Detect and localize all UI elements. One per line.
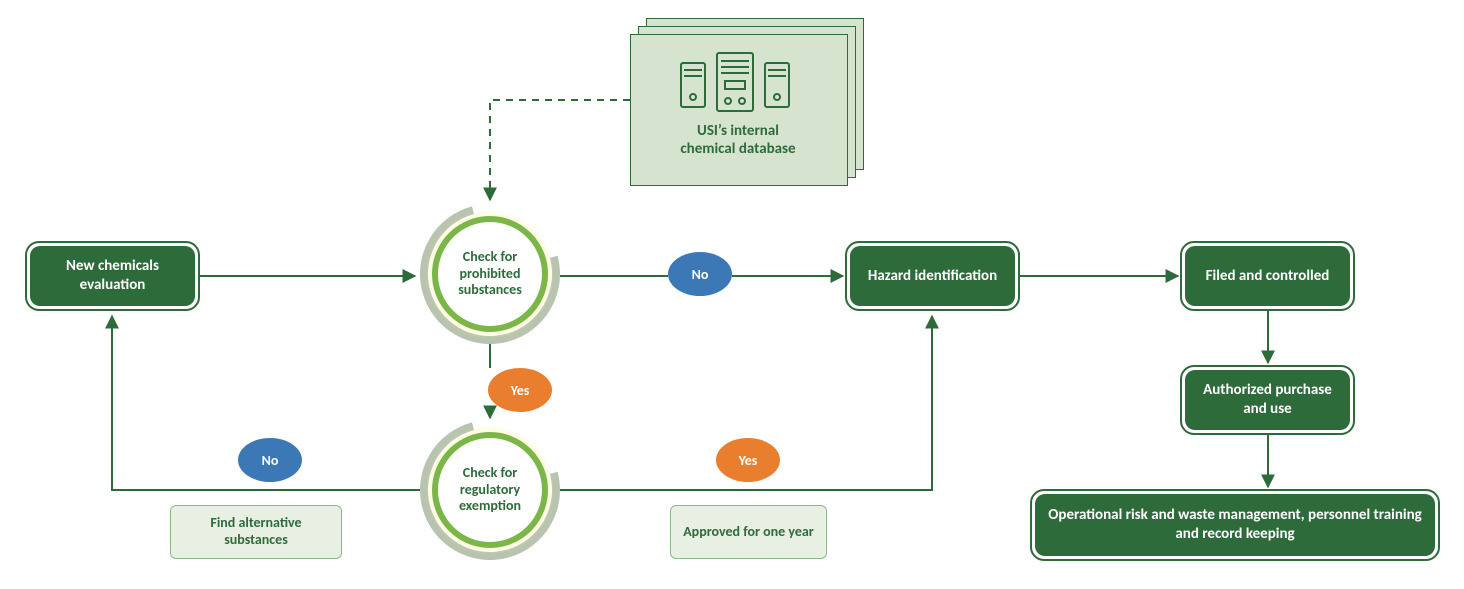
operational-node: Operational risk and waste management, p… xyxy=(1035,494,1435,556)
note-approved: Approved for one year xyxy=(670,505,827,559)
badge-no-top-label: No xyxy=(692,266,709,283)
operational-label: Operational risk and waste management, p… xyxy=(1045,506,1425,544)
database-label-line1: USI’s internal xyxy=(697,122,779,140)
note-find-alternative-label: Find alternative substances xyxy=(181,515,331,549)
database-label: USI’s internal chemical database xyxy=(630,122,846,158)
hazard-id-node: Hazard identification xyxy=(850,246,1015,306)
check-prohibited-node: Check for prohibited substances xyxy=(432,216,548,332)
note-find-alternative: Find alternative substances xyxy=(170,505,342,559)
flowchart-canvas: USI’s internal chemical database Check f… xyxy=(0,0,1464,589)
database-label-line2: chemical database xyxy=(680,140,795,158)
hazard-id-label: Hazard identification xyxy=(868,267,997,286)
server-icon xyxy=(631,35,847,185)
check-prohibited-label: Check for prohibited substances xyxy=(438,249,542,299)
badge-yes-bottom: Yes xyxy=(716,438,780,482)
check-exemption-label: Check for regulatory exemption xyxy=(438,465,542,515)
filed-controlled-label: Filed and controlled xyxy=(1206,267,1330,286)
authorized-node: Authorized purchase and use xyxy=(1185,370,1350,430)
badge-yes-bottom-label: Yes xyxy=(739,452,758,469)
note-approved-label: Approved for one year xyxy=(683,524,814,541)
badge-no-bottom: No xyxy=(238,438,302,482)
check-exemption-node: Check for regulatory exemption xyxy=(432,432,548,548)
badge-yes-mid: Yes xyxy=(488,368,552,412)
badge-yes-mid-label: Yes xyxy=(511,382,530,399)
filed-controlled-node: Filed and controlled xyxy=(1185,246,1350,306)
new-chemicals-node: New chemicals evaluation xyxy=(30,246,195,306)
badge-no-bottom-label: No xyxy=(262,452,279,469)
badge-no-top: No xyxy=(668,252,732,296)
database-card-front xyxy=(630,34,848,186)
authorized-label: Authorized purchase and use xyxy=(1195,381,1340,419)
new-chemicals-label: New chemicals evaluation xyxy=(40,257,185,295)
